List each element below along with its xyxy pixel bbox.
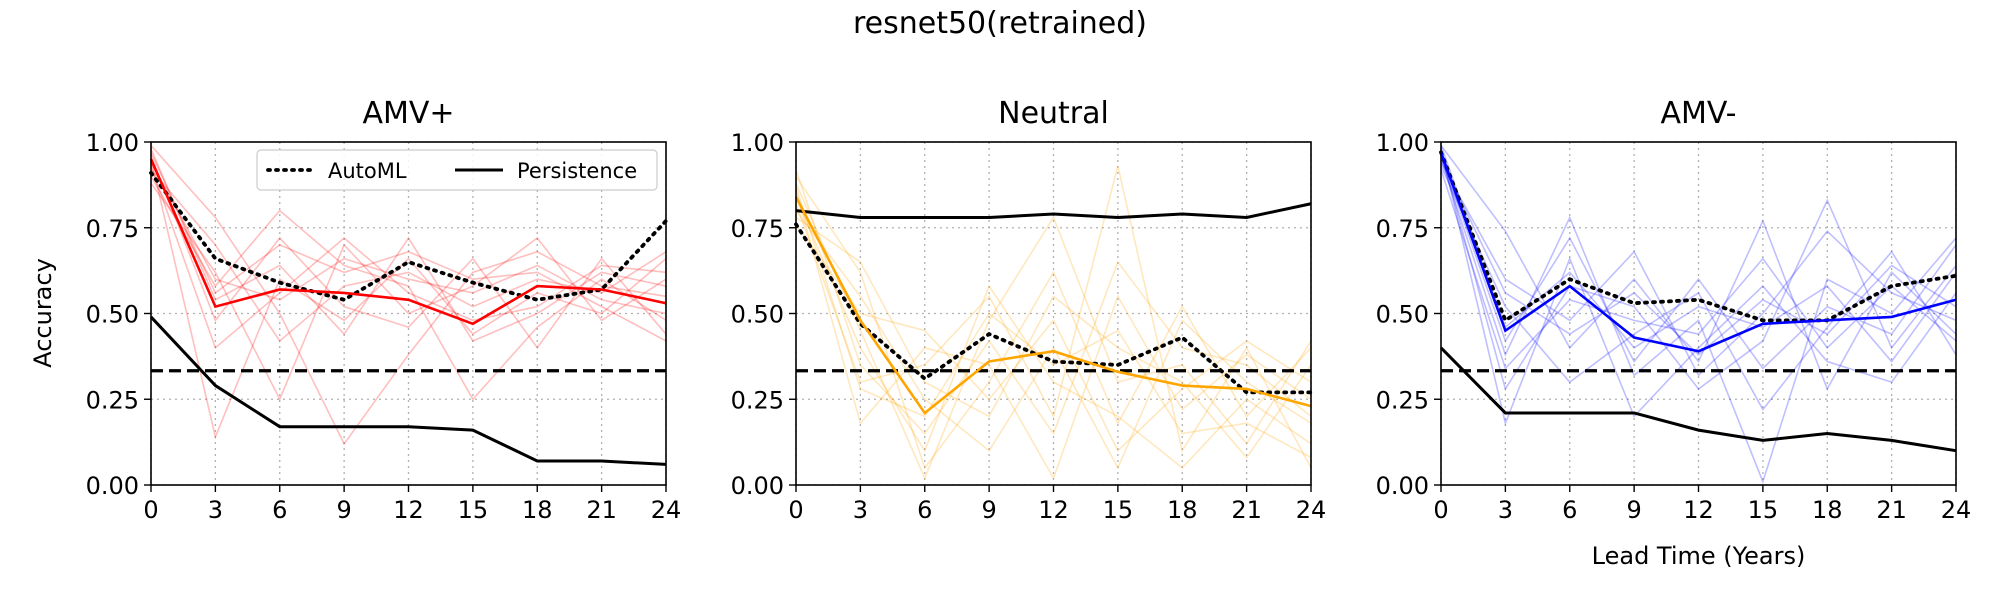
- y-tick-label: 0.50: [86, 301, 139, 329]
- x-tick-label: 15: [458, 496, 489, 524]
- x-tick-label: 24: [1941, 496, 1972, 524]
- x-tick-label: 9: [1626, 496, 1641, 524]
- member-line: [150, 151, 667, 342]
- member-line: [1440, 165, 1957, 411]
- x-axis-label: Lead Time (Years): [1592, 542, 1806, 570]
- y-tick-label: 0.25: [86, 386, 139, 414]
- x-tick-label: 12: [393, 496, 424, 524]
- y-tick-label: 0.75: [731, 215, 784, 243]
- x-tick-label: 6: [917, 496, 932, 524]
- persistence-line: [1439, 346, 1957, 453]
- automl-line: [794, 222, 1313, 395]
- panel-title: AMV-: [1661, 96, 1737, 131]
- panel-title: AMV+: [362, 96, 454, 131]
- y-tick-label: 1.00: [731, 129, 784, 157]
- member-line: [1440, 144, 1957, 391]
- member-line: [150, 148, 667, 342]
- member-line: [795, 189, 1312, 481]
- legend: AutoML Persistence: [256, 149, 658, 191]
- member-line: [150, 165, 667, 350]
- figure-title: resnet50(retrained): [852, 6, 1148, 41]
- y-tick-label: 1.00: [1376, 129, 1429, 157]
- y-axis-label: Accuracy: [29, 258, 57, 368]
- member-line: [1440, 162, 1957, 377]
- y-tick-label: 0.25: [1376, 386, 1429, 414]
- member-line: [795, 210, 1312, 470]
- member-line: [795, 182, 1312, 481]
- member-line: [150, 168, 667, 343]
- member-line: [1440, 145, 1957, 363]
- x-tick-label: 15: [1748, 496, 1779, 524]
- x-tick-label: 12: [1683, 496, 1714, 524]
- y-tick-label: 0.25: [731, 386, 784, 414]
- x-tick-label: 18: [522, 496, 553, 524]
- y-tick-label: 0.75: [1376, 215, 1429, 243]
- member-line: [795, 165, 1312, 469]
- x-tick-label: 6: [272, 496, 287, 524]
- member-line: [795, 196, 1312, 469]
- x-tick-label: 6: [1562, 496, 1577, 524]
- x-tick-label: 21: [1231, 496, 1262, 524]
- y-tick-label: 0.00: [731, 472, 784, 500]
- member-line: [795, 169, 1312, 436]
- legend-automl-label: AutoML: [328, 159, 407, 183]
- x-tick-label: 12: [1038, 496, 1069, 524]
- member-line: [795, 223, 1312, 453]
- y-tick-label: 0.00: [86, 472, 139, 500]
- persistence-line: [795, 202, 1312, 219]
- member-line: [795, 175, 1312, 470]
- y-tick-label: 0.75: [86, 215, 139, 243]
- y-tick-label: 0.00: [1376, 472, 1429, 500]
- member-line: [150, 175, 667, 401]
- x-tick-label: 0: [143, 496, 158, 524]
- automl-line: [149, 170, 668, 302]
- x-tick-label: 15: [1103, 496, 1134, 524]
- mean-line: [1439, 151, 1957, 353]
- y-tick-label: 0.50: [731, 301, 784, 329]
- x-tick-label: 18: [1812, 496, 1843, 524]
- x-tick-label: 24: [651, 496, 682, 524]
- member-line: [150, 158, 667, 440]
- panel-title: Neutral: [998, 96, 1109, 131]
- x-tick-label: 9: [336, 496, 351, 524]
- x-tick-label: 21: [586, 496, 617, 524]
- x-tick-label: 0: [788, 496, 803, 524]
- y-tick-label: 0.50: [1376, 301, 1429, 329]
- automl-line: [1439, 150, 1958, 324]
- mean-line: [149, 158, 667, 326]
- chart-panel-3: 0 3 6 9 12 15 18 21 24 0.00 0.25 0.50 0.75 1.00 AMV-: [1376, 96, 1972, 524]
- member-line: [1440, 155, 1957, 370]
- member-line: [1440, 169, 1957, 370]
- member-line: [795, 216, 1312, 459]
- x-tick-label: 18: [1167, 496, 1198, 524]
- chart-panel-2: 0 3 6 9 12 15 18 21 24 0.00 0.25 0.50 0.75 1.00 Neutra…: [731, 96, 1327, 524]
- member-line: [150, 144, 667, 446]
- legend-persistence-label: Persistence: [517, 159, 637, 183]
- persistence-line: [149, 315, 667, 466]
- x-tick-label: 3: [208, 496, 223, 524]
- x-tick-label: 21: [1876, 496, 1907, 524]
- x-tick-label: 3: [1498, 496, 1513, 524]
- member-line: [1440, 158, 1957, 484]
- y-tick-label: 1.00: [86, 129, 139, 157]
- x-tick-label: 9: [981, 496, 996, 524]
- x-tick-label: 0: [1433, 496, 1448, 524]
- member-line: [795, 186, 1312, 459]
- chart-panel-1: 0 3 6 9 12 15 18 21 24 0.00 0.25 0.50 0.75 1.00 AMV+: [86, 96, 682, 524]
- x-tick-label: 24: [1296, 496, 1327, 524]
- member-line: [1440, 148, 1957, 426]
- x-tick-label: 3: [853, 496, 868, 524]
- member-line: [1440, 158, 1957, 356]
- mean-line: [794, 196, 1312, 415]
